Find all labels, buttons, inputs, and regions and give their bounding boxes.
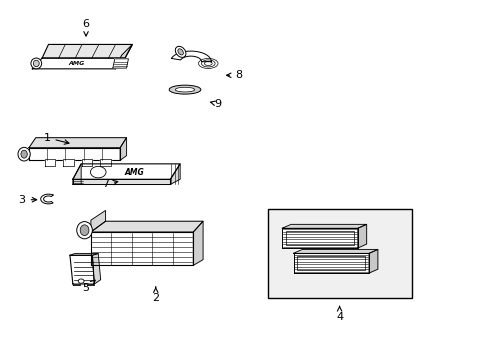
Ellipse shape [80,225,89,235]
Bar [297,256,365,270]
Polygon shape [73,284,80,285]
Polygon shape [29,138,126,148]
Ellipse shape [21,150,27,158]
Text: 4: 4 [335,306,343,322]
Ellipse shape [175,46,185,57]
Circle shape [90,166,106,178]
Polygon shape [91,211,105,232]
Polygon shape [115,44,132,69]
Polygon shape [170,164,180,184]
Polygon shape [70,255,94,284]
Polygon shape [91,232,193,265]
Polygon shape [282,224,366,228]
Polygon shape [91,221,203,232]
Polygon shape [44,159,55,166]
Ellipse shape [33,60,39,67]
Polygon shape [63,159,74,166]
Polygon shape [32,58,125,69]
Text: 1: 1 [43,133,69,144]
Polygon shape [29,148,120,160]
Text: AMG: AMG [68,61,84,66]
Polygon shape [193,221,203,265]
Polygon shape [81,159,92,166]
Ellipse shape [77,222,92,239]
Bar [285,231,353,245]
Polygon shape [42,44,132,58]
Polygon shape [73,164,180,179]
Polygon shape [357,224,366,248]
Ellipse shape [31,58,41,69]
Text: 2: 2 [152,287,159,303]
Text: 8: 8 [226,70,242,80]
Circle shape [78,279,84,283]
Polygon shape [120,138,126,160]
Text: 3: 3 [19,195,37,205]
Polygon shape [87,284,94,285]
Text: AMG: AMG [124,168,144,177]
Polygon shape [70,253,98,255]
Polygon shape [73,164,81,184]
Text: 7: 7 [102,179,118,189]
Polygon shape [92,253,101,284]
Bar [267,209,411,298]
Polygon shape [282,228,357,248]
Polygon shape [293,253,368,273]
Polygon shape [293,249,377,253]
Polygon shape [100,159,111,166]
Polygon shape [171,51,211,62]
Ellipse shape [18,147,30,161]
Text: 9: 9 [210,99,221,109]
Polygon shape [41,194,53,204]
Polygon shape [368,249,377,273]
Text: 6: 6 [82,19,89,36]
Ellipse shape [178,49,183,55]
Polygon shape [113,59,128,68]
Text: 5: 5 [82,280,95,293]
Ellipse shape [175,87,194,92]
Polygon shape [73,179,170,184]
Ellipse shape [169,85,201,94]
